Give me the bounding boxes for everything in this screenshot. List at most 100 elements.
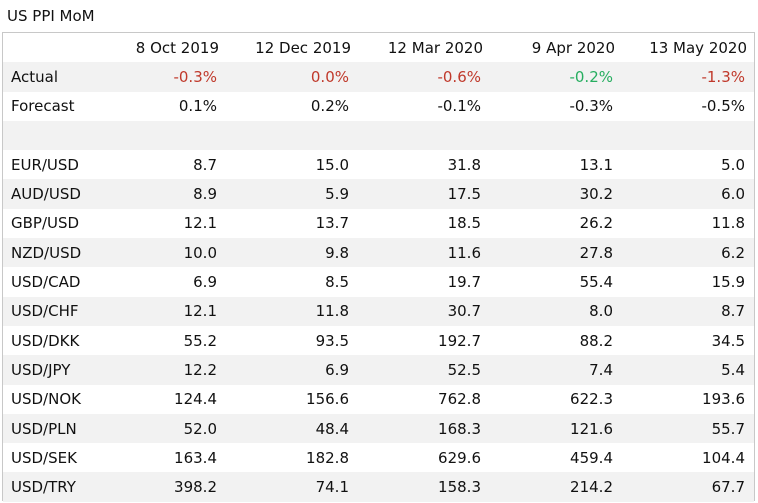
- pair-value: 67.7: [622, 472, 754, 502]
- pair-value: 6.9: [226, 355, 358, 385]
- table-row: USD/CAD 6.9 8.5 19.7 55.4 15.9: [3, 267, 754, 296]
- pair-value: 6.2: [622, 238, 754, 268]
- pair-label: USD/NOK: [11, 390, 81, 409]
- spacer-cell: [3, 120, 754, 151]
- pair-value: 12.1: [183, 214, 217, 233]
- pair-label: USD/JPY: [3, 355, 100, 385]
- pair-value: 88.2: [579, 331, 613, 350]
- pair-label: AUD/USD: [3, 179, 100, 209]
- ppi-table: 8 Oct 2019 12 Dec 2019 12 Mar 2020 9 Apr…: [3, 33, 754, 502]
- header-blank: [3, 33, 100, 62]
- pair-value: 762.8: [438, 390, 481, 409]
- pair-value: 12.2: [100, 355, 226, 385]
- forecast-value: -0.3%: [569, 97, 613, 116]
- pair-value: 52.5: [358, 355, 490, 385]
- actual-row: Actual -0.3% 0.0% -0.6% -0.2% -1.3%: [3, 62, 754, 92]
- pair-value: 7.4: [490, 355, 622, 385]
- pair-value: 17.5: [358, 179, 490, 209]
- pair-value: 34.5: [711, 331, 745, 350]
- table-row: USD/NOK 124.4 156.6 762.8 622.3 193.6: [3, 385, 754, 414]
- pair-value: 13.1: [579, 155, 613, 174]
- pair-value: 13.7: [315, 214, 349, 233]
- pair-value: 193.6: [702, 390, 745, 409]
- table-row: USD/TRY 398.2 74.1 158.3 214.2 67.7: [3, 472, 754, 502]
- actual-value: 0.0%: [226, 62, 358, 92]
- pair-value: 55.7: [622, 413, 754, 444]
- pair-value: 19.7: [447, 273, 481, 292]
- pair-value: 9.8: [226, 238, 358, 268]
- pair-label: USD/TRY: [3, 472, 100, 502]
- pair-value: 15.9: [711, 273, 745, 292]
- pair-value: 182.8: [306, 448, 349, 467]
- table-row: USD/SEK 163.4 182.8 629.6 459.4 104.4: [3, 443, 754, 472]
- pair-value: 52.0: [100, 413, 226, 444]
- pair-value: 15.0: [315, 155, 349, 174]
- forecast-value: 0.2%: [310, 97, 349, 116]
- pair-value: 27.8: [490, 238, 622, 268]
- pair-value: 30.2: [490, 179, 622, 209]
- pair-label: GBP/USD: [11, 214, 80, 233]
- spacer-row: [3, 120, 754, 151]
- pair-value: 121.6: [490, 413, 622, 444]
- pair-value: 5.0: [721, 155, 745, 174]
- actual-value: -1.3%: [622, 62, 754, 92]
- forecast-value: -0.5%: [701, 97, 745, 116]
- table-row: USD/PLN 52.0 48.4 168.3 121.6 55.7: [3, 413, 754, 444]
- pair-label: USD/CHF: [3, 296, 100, 326]
- header-row: 8 Oct 2019 12 Dec 2019 12 Mar 2020 9 Apr…: [3, 33, 754, 62]
- pair-value: 31.8: [447, 155, 481, 174]
- forecast-value: 0.1%: [178, 97, 217, 116]
- column-header: 13 May 2020: [649, 38, 747, 57]
- table-row: USD/DKK 55.2 93.5 192.7 88.2 34.5: [3, 326, 754, 355]
- actual-value: -0.2%: [490, 62, 622, 92]
- actual-value: -0.6%: [358, 62, 490, 92]
- forecast-row: Forecast 0.1% 0.2% -0.1% -0.3% -0.5%: [3, 92, 754, 121]
- pair-value: 6.9: [193, 273, 217, 292]
- pair-label: USD/SEK: [11, 448, 77, 467]
- table-row: USD/CHF 12.1 11.8 30.7 8.0 8.7: [3, 296, 754, 326]
- pair-value: 12.1: [100, 296, 226, 326]
- pair-value: 192.7: [438, 331, 481, 350]
- pair-value: 55.4: [579, 273, 613, 292]
- pair-value: 26.2: [579, 214, 613, 233]
- pair-value: 11.8: [711, 214, 745, 233]
- column-header: 12 Mar 2020: [387, 38, 483, 57]
- pair-value: 629.6: [438, 448, 481, 467]
- table-row: GBP/USD 12.1 13.7 18.5 26.2 11.8: [3, 209, 754, 238]
- pair-value: 30.7: [358, 296, 490, 326]
- table-row: AUD/USD 8.9 5.9 17.5 30.2 6.0: [3, 179, 754, 209]
- table-row: NZD/USD 10.0 9.8 11.6 27.8 6.2: [3, 238, 754, 268]
- column-header: 8 Oct 2019: [135, 38, 219, 57]
- pair-value: 8.7: [193, 155, 217, 174]
- pair-value: 622.3: [570, 390, 613, 409]
- pair-value: 214.2: [490, 472, 622, 502]
- pair-value: 8.0: [490, 296, 622, 326]
- pair-value: 168.3: [358, 413, 490, 444]
- pair-value: 8.7: [622, 296, 754, 326]
- pair-label: USD/CAD: [11, 273, 81, 292]
- pair-value: 158.3: [358, 472, 490, 502]
- column-header: 12 Dec 2019: [255, 38, 351, 57]
- table-row: EUR/USD 8.7 15.0 31.8 13.1 5.0: [3, 150, 754, 179]
- pair-value: 8.5: [325, 273, 349, 292]
- pair-value: 5.4: [622, 355, 754, 385]
- pair-value: 11.6: [358, 238, 490, 268]
- pair-value: 6.0: [622, 179, 754, 209]
- pair-value: 163.4: [174, 448, 217, 467]
- pair-value: 124.4: [174, 390, 217, 409]
- pair-value: 48.4: [226, 413, 358, 444]
- table-title: US PPI MoM: [7, 7, 95, 25]
- pair-value: 104.4: [702, 448, 745, 467]
- pair-value: 5.9: [226, 179, 358, 209]
- pair-label: EUR/USD: [11, 155, 79, 174]
- row-label: Actual: [3, 62, 100, 92]
- table-row: USD/JPY 12.2 6.9 52.5 7.4 5.4: [3, 355, 754, 385]
- pair-label: USD/DKK: [11, 331, 80, 350]
- pair-label: USD/PLN: [3, 413, 100, 444]
- pair-label: NZD/USD: [3, 238, 100, 268]
- pair-value: 18.5: [447, 214, 481, 233]
- row-label: Forecast: [11, 97, 75, 116]
- column-header: 9 Apr 2020: [531, 38, 615, 57]
- pair-value: 93.5: [315, 331, 349, 350]
- pair-value: 74.1: [226, 472, 358, 502]
